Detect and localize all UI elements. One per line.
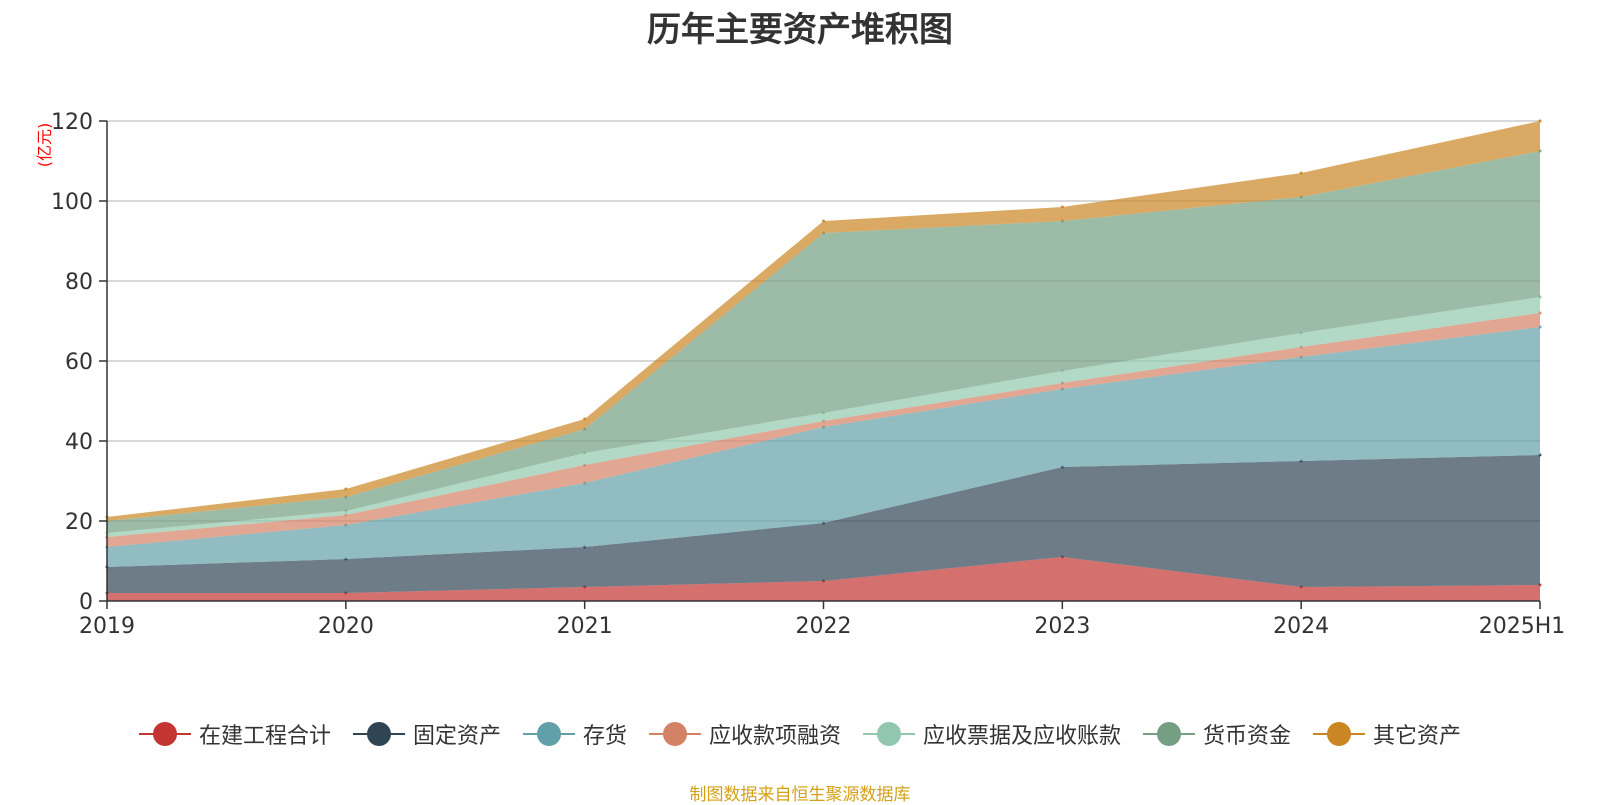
data-point	[344, 487, 348, 491]
y-tick-label: 20	[65, 510, 93, 535]
x-tick-label: 2024	[1273, 614, 1329, 639]
y-tick-label: 0	[79, 590, 93, 615]
legend-marker-icon	[648, 720, 701, 748]
legend-label: 固定资产	[412, 724, 501, 749]
x-tick-label: 2022	[796, 614, 852, 639]
y-tick-label: 80	[65, 270, 93, 295]
area-series-2	[107, 327, 1540, 567]
data-point	[1299, 171, 1303, 175]
y-tick-label: 40	[65, 430, 93, 455]
x-tick-label: 2020	[318, 614, 374, 639]
x-tick-label: 2023	[1034, 614, 1090, 639]
data-point	[822, 219, 825, 223]
legend-item[interactable]: 固定资产	[352, 718, 501, 750]
legend-item[interactable]: 应收款项融资	[648, 718, 841, 750]
legend-label: 存货	[582, 724, 627, 749]
x-tick-label: 2019	[79, 614, 135, 639]
legend-marker-icon	[522, 720, 575, 748]
source-note: 制图数据来自恒生聚源数据库	[689, 785, 911, 805]
legend-label: 在建工程合计	[198, 724, 331, 749]
area-series	[105, 119, 1542, 601]
area-series-6	[107, 121, 1540, 521]
area-series-5	[107, 151, 1540, 533]
chart-title: 历年主要资产堆积图	[647, 10, 953, 50]
legend-label: 货币资金	[1203, 724, 1292, 749]
data-point	[1538, 119, 1542, 123]
legend-item[interactable]: 其它资产	[1313, 718, 1461, 750]
legend-marker-icon	[1313, 720, 1366, 748]
area-series-3	[107, 313, 1540, 547]
legend-label: 应收票据及应收账款	[923, 724, 1122, 749]
data-point	[1060, 205, 1064, 209]
legend: 在建工程合计 固定资产 存货 应收款项融资 应收票据及应收账款 货币资金 其它资产	[0, 718, 1600, 750]
legend-marker-icon	[863, 720, 915, 748]
legend-item[interactable]: 存货	[522, 718, 627, 750]
legend-label: 其它资产	[1373, 724, 1462, 749]
y-tick-label: 120	[51, 110, 93, 135]
y-axis-label: (亿元)	[35, 123, 54, 168]
legend-item[interactable]: 货币资金	[1143, 718, 1291, 750]
legend-item[interactable]: 应收票据及应收账款	[863, 718, 1121, 750]
x-tick-label: 2025H1	[1479, 614, 1566, 639]
legend-label: 应收款项融资	[708, 724, 841, 749]
legend-item[interactable]: 在建工程合计	[138, 718, 331, 750]
data-point	[583, 417, 587, 421]
y-tick-label: 60	[65, 350, 93, 375]
y-tick-label: 100	[51, 190, 93, 215]
x-tick-label: 2021	[557, 614, 613, 639]
axes: 0 20 40 60 80 100 120 2019 2020 2021 2022 2023 2024 2…	[51, 110, 1565, 639]
area-series-4	[107, 297, 1540, 537]
legend-marker-icon	[352, 720, 405, 748]
area-series-0	[107, 557, 1540, 601]
legend-marker-icon	[1143, 720, 1196, 748]
legend-marker-icon	[138, 720, 191, 748]
